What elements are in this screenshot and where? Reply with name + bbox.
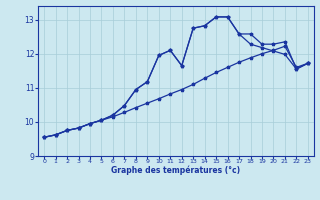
X-axis label: Graphe des températures (°c): Graphe des températures (°c): [111, 166, 241, 175]
